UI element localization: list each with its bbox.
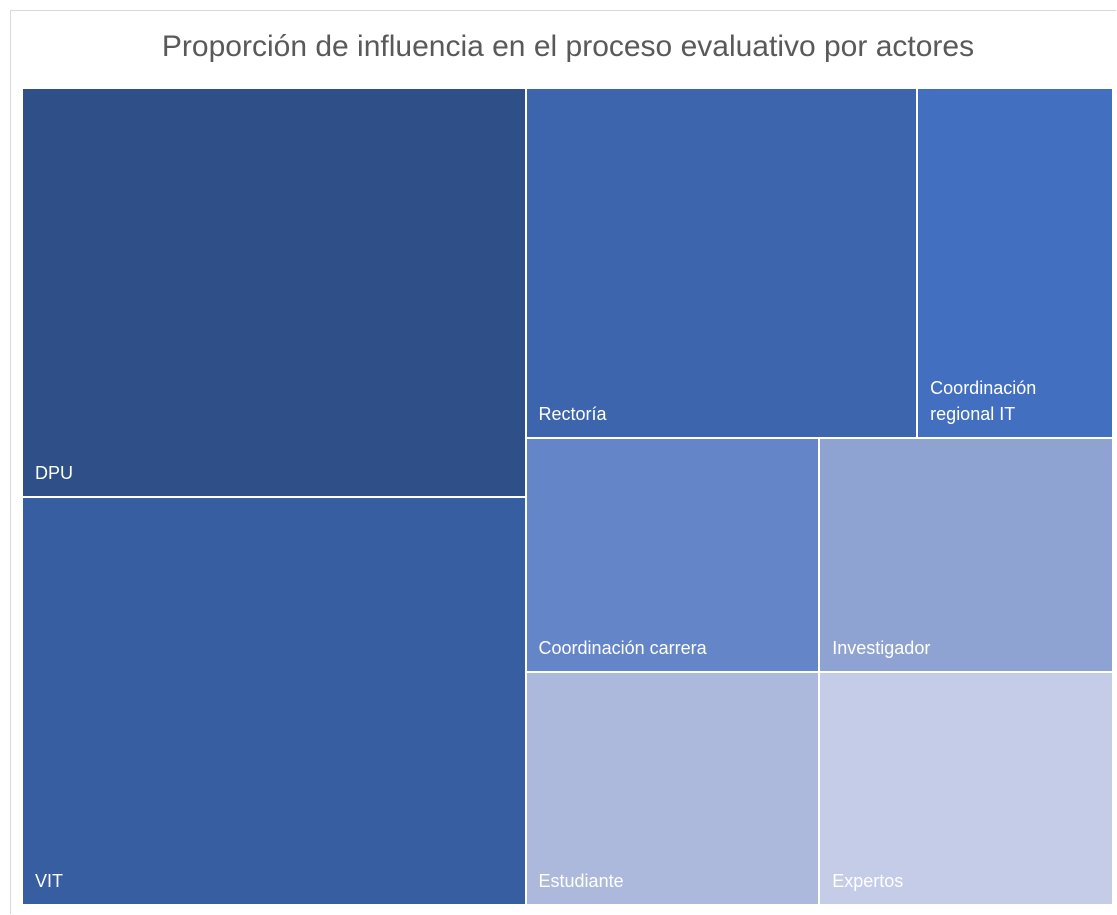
treemap-cell: VIT	[23, 497, 525, 904]
cell-label: Coordinación carrera	[538, 637, 707, 658]
cell-label: Estudiante	[538, 870, 624, 891]
treemap-cell: Investigador	[820, 439, 1112, 671]
cell-label: Coordinación regional IT	[930, 378, 1037, 425]
cell-label: Expertos	[832, 870, 904, 891]
cell-label: Investigador	[832, 637, 931, 658]
treemap-cell: Coordinación regional IT	[918, 89, 1112, 438]
chart-title: Proporción de influencia en el proceso e…	[161, 30, 975, 63]
cell-label: Rectoría	[538, 404, 607, 425]
cell-label: DPU	[35, 462, 74, 483]
treemap-cell: Coordinación carrera	[526, 439, 819, 671]
treemap-cell: Estudiante	[526, 672, 819, 904]
treemap-cell: Rectoría	[526, 89, 917, 438]
treemap-cell: DPU	[23, 89, 525, 496]
cell-label: VIT	[35, 871, 64, 891]
chart-frame	[10, 10, 1116, 914]
treemap-cell: Expertos	[820, 672, 1112, 904]
